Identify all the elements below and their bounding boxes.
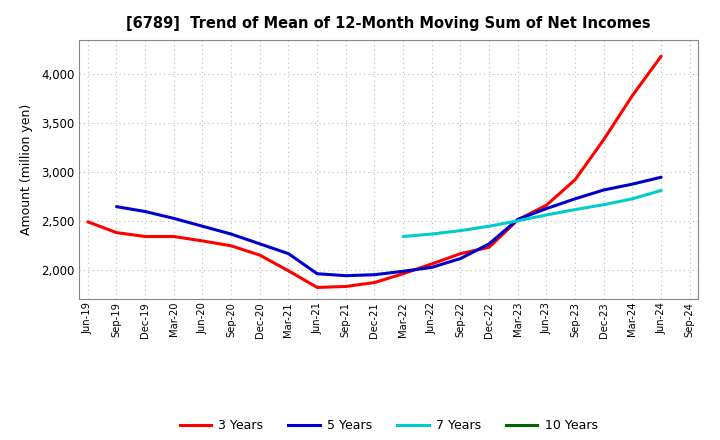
5 Years	[600, 187, 608, 193]
3 Years	[456, 251, 465, 256]
7 Years	[571, 207, 580, 212]
5 Years	[485, 241, 493, 246]
3 Years	[370, 280, 379, 285]
3 Years	[428, 261, 436, 267]
3 Years	[141, 234, 150, 239]
5 Years	[227, 231, 235, 237]
5 Years	[169, 216, 178, 221]
7 Years	[399, 234, 408, 239]
7 Years	[542, 213, 551, 218]
5 Years	[112, 204, 121, 209]
Line: 5 Years: 5 Years	[117, 177, 661, 276]
3 Years	[542, 202, 551, 208]
Line: 3 Years: 3 Years	[88, 56, 661, 287]
5 Years	[428, 265, 436, 270]
7 Years	[657, 188, 665, 193]
7 Years	[628, 196, 636, 202]
3 Years	[227, 243, 235, 249]
3 Years	[112, 230, 121, 235]
7 Years	[600, 202, 608, 207]
3 Years	[169, 234, 178, 239]
7 Years	[428, 231, 436, 237]
5 Years	[341, 273, 350, 279]
3 Years	[657, 54, 665, 59]
3 Years	[84, 219, 92, 224]
3 Years	[513, 217, 522, 223]
7 Years	[485, 224, 493, 229]
5 Years	[399, 269, 408, 274]
3 Years	[341, 284, 350, 289]
3 Years	[399, 271, 408, 276]
5 Years	[542, 206, 551, 211]
3 Years	[198, 238, 207, 244]
5 Years	[657, 175, 665, 180]
3 Years	[256, 253, 264, 258]
Legend: 3 Years, 5 Years, 7 Years, 10 Years: 3 Years, 5 Years, 7 Years, 10 Years	[175, 414, 603, 437]
5 Years	[628, 181, 636, 187]
3 Years	[600, 137, 608, 142]
5 Years	[513, 217, 522, 222]
Line: 7 Years: 7 Years	[403, 191, 661, 237]
Y-axis label: Amount (million yen): Amount (million yen)	[19, 104, 32, 235]
3 Years	[312, 285, 321, 290]
5 Years	[456, 256, 465, 261]
7 Years	[513, 218, 522, 224]
5 Years	[370, 272, 379, 277]
Title: [6789]  Trend of Mean of 12-Month Moving Sum of Net Incomes: [6789] Trend of Mean of 12-Month Moving …	[127, 16, 651, 32]
5 Years	[312, 271, 321, 276]
7 Years	[456, 228, 465, 233]
5 Years	[256, 241, 264, 246]
5 Years	[141, 209, 150, 214]
3 Years	[485, 245, 493, 250]
5 Years	[284, 251, 293, 256]
3 Years	[571, 177, 580, 182]
5 Years	[198, 224, 207, 229]
3 Years	[628, 93, 636, 98]
3 Years	[284, 268, 293, 273]
5 Years	[571, 196, 580, 202]
